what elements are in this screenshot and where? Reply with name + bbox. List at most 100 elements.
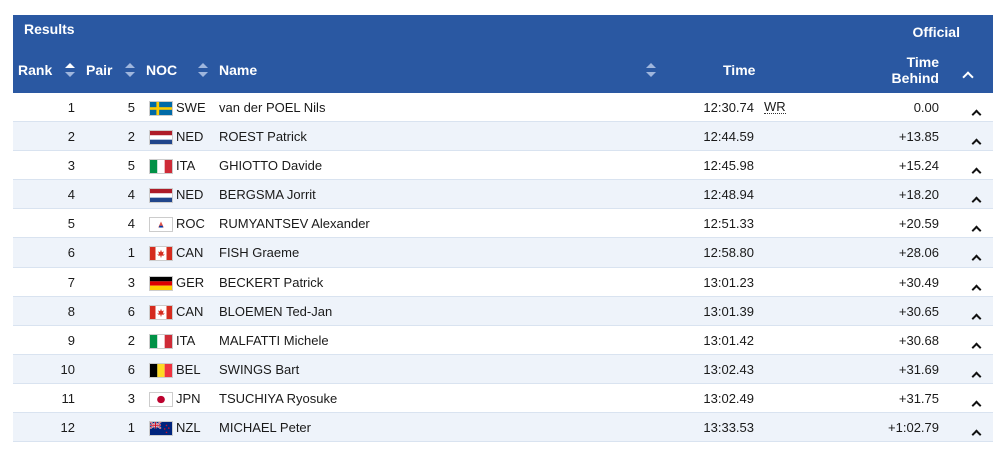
table-row[interactable]: 10 6 BEL SWINGS Bart 13:02.43 +31.69 [13, 354, 993, 384]
rank-cell: 11 [61, 390, 76, 406]
athlete-name[interactable]: FISH Graeme [219, 245, 300, 261]
column-header-time-behind-line2: Behind [891, 70, 939, 86]
pair-cell: 3 [127, 274, 135, 290]
noc-cell: GER [176, 274, 205, 290]
noc-cell: CAN [176, 245, 204, 261]
athlete-name[interactable]: BECKERT Patrick [219, 274, 324, 290]
table-row[interactable]: 11 3 JPN TSUCHIYA Ryosuke 13:02.49 +31.7… [13, 384, 993, 414]
noc-cell: SWE [176, 100, 206, 115]
time-cell: 13:01.42 [703, 332, 754, 348]
official-status: Official [912, 24, 960, 40]
noc-cell: CAN [176, 303, 204, 319]
sort-noc-icon[interactable] [198, 63, 208, 77]
pair-cell: 4 [127, 216, 135, 232]
rank-cell: 7 [67, 274, 75, 290]
column-header-time[interactable]: Time [723, 62, 756, 78]
time-behind-cell: +31.69 [898, 361, 939, 377]
pair-cell: 6 [127, 361, 135, 377]
pair-cell: 5 [127, 158, 135, 174]
rank-cell: 4 [67, 187, 75, 203]
pair-cell: 2 [127, 129, 135, 145]
column-header-time-behind[interactable]: Time Behind [892, 54, 939, 86]
results-rows: 1 5 SWE van der POEL Nils 12:30.74 WR 0.… [13, 93, 993, 443]
flag-italy-icon [149, 159, 173, 175]
noc-cell: ROC [176, 216, 205, 232]
table-row[interactable]: 2 2 NED ROEST Patrick 12:44.59 +13.85 [13, 122, 993, 152]
noc-cell: JPN [176, 390, 201, 406]
sort-name-icon[interactable] [646, 63, 656, 77]
pair-cell: 2 [127, 332, 135, 348]
time-behind-cell: +18.20 [898, 187, 939, 203]
noc-cell: NZL [176, 420, 201, 436]
noc-cell: BEL [176, 361, 201, 377]
time-behind-cell: +28.06 [898, 245, 939, 261]
athlete-name[interactable]: MICHAEL Peter [219, 420, 311, 436]
results-header: Results Official Rank Pair NOC Name Time… [13, 15, 993, 93]
noc-cell: ITA [176, 158, 196, 174]
rank-cell: 12 [60, 420, 75, 436]
table-row[interactable]: 7 3 GER BECKERT Patrick 13:01.23 +30.49 [13, 268, 993, 297]
athlete-name[interactable]: van der POEL Nils [219, 100, 326, 115]
rank-cell: 3 [67, 158, 75, 174]
pair-cell: 1 [127, 245, 135, 261]
time-behind-cell: +30.49 [898, 274, 939, 290]
time-cell: 12:51.33 [703, 216, 754, 232]
pair-cell: 3 [127, 390, 135, 406]
pair-cell: 4 [127, 187, 135, 203]
rank-cell: 8 [67, 303, 75, 319]
pair-cell: 6 [127, 303, 135, 319]
table-row[interactable]: 5 4 ROC RUMYANTSEV Alexander 12:51.33 +2… [13, 209, 993, 239]
sort-pair-icon[interactable] [125, 63, 135, 77]
time-cell: 13:02.43 [703, 361, 754, 377]
column-header-noc[interactable]: NOC [146, 62, 178, 78]
athlete-name[interactable]: ROEST Patrick [219, 129, 307, 145]
time-cell: 12:30.74 [703, 100, 754, 115]
results-title: Results [24, 21, 75, 37]
pair-cell: 1 [127, 420, 135, 436]
record-badge[interactable]: WR [764, 99, 786, 114]
column-header-pair[interactable]: Pair [86, 62, 113, 78]
collapse-all-chevron-up-icon[interactable] [962, 68, 974, 86]
table-row[interactable]: 6 1 CAN FISH Graeme 12:58.80 +28.06 [13, 238, 993, 268]
table-row[interactable]: 1 5 SWE van der POEL Nils 12:30.74 WR 0.… [13, 93, 993, 123]
table-row[interactable]: 8 6 CAN BLOEMEN Ted-Jan 13:01.39 +30.65 [13, 296, 993, 326]
sort-rank-icon[interactable] [65, 63, 75, 77]
rank-cell: 9 [67, 332, 75, 348]
time-cell: 12:48.94 [703, 187, 754, 203]
pair-cell: 5 [127, 100, 135, 115]
flag-canada-icon [149, 246, 173, 262]
time-behind-cell: +31.75 [898, 390, 939, 406]
flag-sweden-icon [149, 101, 173, 116]
column-header-time-behind-line1: Time [906, 54, 939, 70]
time-cell: 13:01.39 [703, 303, 754, 319]
flag-canada-icon [149, 304, 173, 320]
time-behind-cell: +13.85 [898, 129, 939, 145]
flag-germany-icon [149, 275, 173, 291]
athlete-name[interactable]: BLOEMEN Ted-Jan [219, 303, 333, 319]
time-behind-cell: 0.00 [913, 100, 939, 115]
column-header-name[interactable]: Name [219, 62, 258, 78]
column-header-rank[interactable]: Rank [18, 62, 53, 78]
athlete-name[interactable]: BERGSMA Jorrit [219, 187, 316, 203]
athlete-name[interactable]: SWINGS Bart [219, 361, 300, 377]
time-cell: 13:02.49 [703, 390, 754, 406]
table-row[interactable]: 3 5 ITA GHIOTTO Davide 12:45.98 +15.24 [13, 151, 993, 181]
time-behind-cell: +15.24 [898, 158, 939, 174]
table-row[interactable]: 12 1 NZL MICHAEL Peter 13:33.53 +1:02.79 [13, 413, 993, 443]
athlete-name[interactable]: GHIOTTO Davide [219, 158, 323, 174]
athlete-name[interactable]: RUMYANTSEV Alexander [219, 216, 370, 232]
table-row[interactable]: 9 2 ITA MALFATTI Michele 13:01.42 +30.68 [13, 326, 993, 355]
noc-cell: NED [176, 187, 204, 203]
table-row[interactable]: 4 4 NED BERGSMA Jorrit 12:48.94 +18.20 [13, 180, 993, 210]
flag-japan-icon [149, 391, 173, 407]
time-cell: 12:58.80 [703, 245, 754, 261]
athlete-name[interactable]: MALFATTI Michele [219, 332, 329, 348]
flag-belgium-icon [149, 362, 173, 378]
noc-cell: NED [176, 129, 204, 145]
athlete-name[interactable]: TSUCHIYA Ryosuke [219, 390, 338, 406]
time-behind-cell: +30.68 [898, 332, 939, 348]
flag-italy-icon [149, 333, 173, 349]
results-table: Results Official Rank Pair NOC Name Time… [13, 15, 993, 443]
time-cell: 12:44.59 [703, 129, 754, 145]
flag-new-zealand-icon [149, 421, 173, 437]
